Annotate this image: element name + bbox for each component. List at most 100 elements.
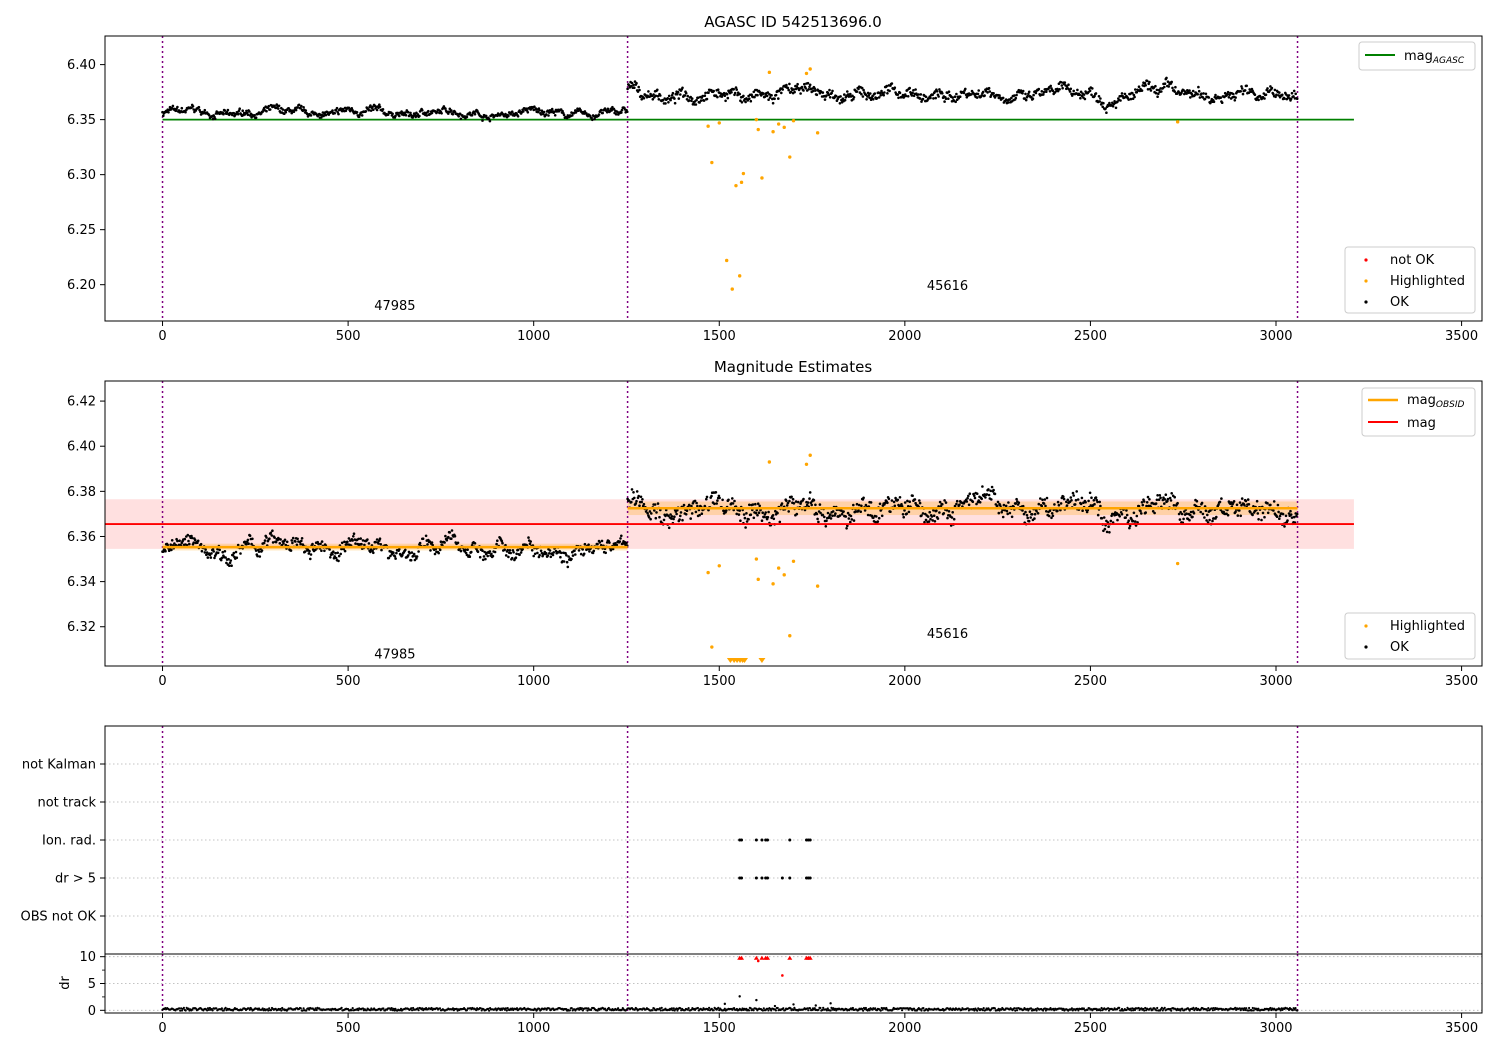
ok-point xyxy=(1080,94,1084,98)
ok-point xyxy=(1137,504,1141,508)
dr-point xyxy=(1169,1007,1172,1011)
ok-point xyxy=(162,114,165,117)
ok-point xyxy=(548,111,551,114)
dr-point xyxy=(1179,1009,1182,1012)
ok-point xyxy=(910,94,914,97)
ok-point xyxy=(510,556,514,560)
ok-point xyxy=(659,94,662,97)
y-tick-label: 6.20 xyxy=(67,278,96,293)
ok-point xyxy=(1068,90,1072,93)
ok-point xyxy=(538,553,541,557)
ok-point xyxy=(797,500,800,504)
dr-point xyxy=(861,1007,864,1011)
ok-point xyxy=(770,94,773,97)
ok-point xyxy=(486,554,490,558)
highlighted-point xyxy=(754,557,759,561)
ok-point xyxy=(1129,97,1133,101)
ok-point xyxy=(966,496,969,500)
ok-point xyxy=(308,549,311,553)
ok-point xyxy=(447,535,450,539)
ok-point xyxy=(549,555,553,559)
ok-point xyxy=(654,94,658,98)
ok-point xyxy=(1124,516,1127,519)
dr-point xyxy=(1257,1007,1260,1010)
ok-point xyxy=(1017,501,1021,505)
ok-point xyxy=(834,512,837,515)
dr-point xyxy=(658,1007,662,1010)
ok-point xyxy=(229,559,233,562)
ok-point xyxy=(605,110,609,114)
ok-point xyxy=(1021,89,1025,93)
ok-point xyxy=(1082,93,1086,96)
legend-ok: OK xyxy=(1390,295,1409,310)
ok-point xyxy=(456,541,460,545)
dr-ylabel: dr xyxy=(58,976,73,990)
ok-point xyxy=(973,494,976,498)
ok-point xyxy=(1189,513,1192,517)
dr-point xyxy=(1145,1009,1148,1012)
ok-point xyxy=(304,109,308,112)
ok-point xyxy=(212,550,215,553)
ok-point xyxy=(238,107,241,110)
ok-point xyxy=(430,541,434,544)
flag-label: OBS not OK xyxy=(21,910,97,925)
ok-point xyxy=(1085,510,1089,514)
ok-point xyxy=(250,115,253,119)
dr-point xyxy=(365,1009,368,1012)
ok-point xyxy=(933,520,937,523)
ok-point xyxy=(866,91,870,95)
ok-point xyxy=(869,92,872,95)
ok-point xyxy=(746,99,750,102)
ok-point xyxy=(677,97,681,100)
ok-point xyxy=(1238,501,1242,504)
dr-point xyxy=(451,1007,455,1010)
ok-point xyxy=(1045,510,1048,513)
ok-point xyxy=(562,113,566,117)
ok-point xyxy=(880,514,884,518)
ok-point xyxy=(1036,512,1040,515)
ok-point xyxy=(367,108,371,112)
highlighted-point xyxy=(710,645,714,649)
ok-point xyxy=(756,502,760,506)
ok-point xyxy=(1272,500,1276,503)
flag-point xyxy=(754,838,758,842)
ok-point xyxy=(1200,92,1203,95)
ok-point xyxy=(1084,500,1087,504)
ok-point xyxy=(409,111,412,115)
ok-point xyxy=(911,494,914,498)
ok-point xyxy=(634,502,638,505)
ok-point xyxy=(1197,89,1201,93)
highlighted-point xyxy=(782,125,786,130)
dr-point xyxy=(776,1006,779,1010)
ok-point xyxy=(577,549,581,552)
ok-point xyxy=(667,514,670,517)
dr-point xyxy=(981,1009,984,1012)
ok-point xyxy=(1193,93,1196,97)
ok-point xyxy=(453,534,457,538)
dr-point xyxy=(976,1009,979,1012)
dr-point xyxy=(1296,1009,1299,1012)
ok-point xyxy=(1239,90,1242,93)
dr-point xyxy=(1077,1009,1080,1012)
ok-point xyxy=(311,542,314,546)
dr-point xyxy=(1130,1009,1133,1012)
ok-point xyxy=(1136,521,1139,524)
ok-point xyxy=(862,88,865,92)
ok-point xyxy=(1206,513,1209,517)
ok-point xyxy=(1017,88,1021,92)
ok-point xyxy=(1116,518,1119,522)
legend-mag: mag xyxy=(1407,416,1436,431)
ok-point xyxy=(878,502,882,506)
ok-point xyxy=(1066,498,1070,502)
ok-point xyxy=(712,89,715,93)
ok-point xyxy=(243,540,247,544)
ok-point xyxy=(670,517,673,520)
ok-point xyxy=(343,540,346,544)
ok-point xyxy=(1059,502,1063,505)
dr-point xyxy=(515,1007,519,1010)
ok-point xyxy=(815,512,819,516)
ok-point xyxy=(413,113,417,117)
dr-point xyxy=(701,1008,704,1012)
ok-point xyxy=(857,503,861,507)
ok-point xyxy=(1001,515,1005,519)
